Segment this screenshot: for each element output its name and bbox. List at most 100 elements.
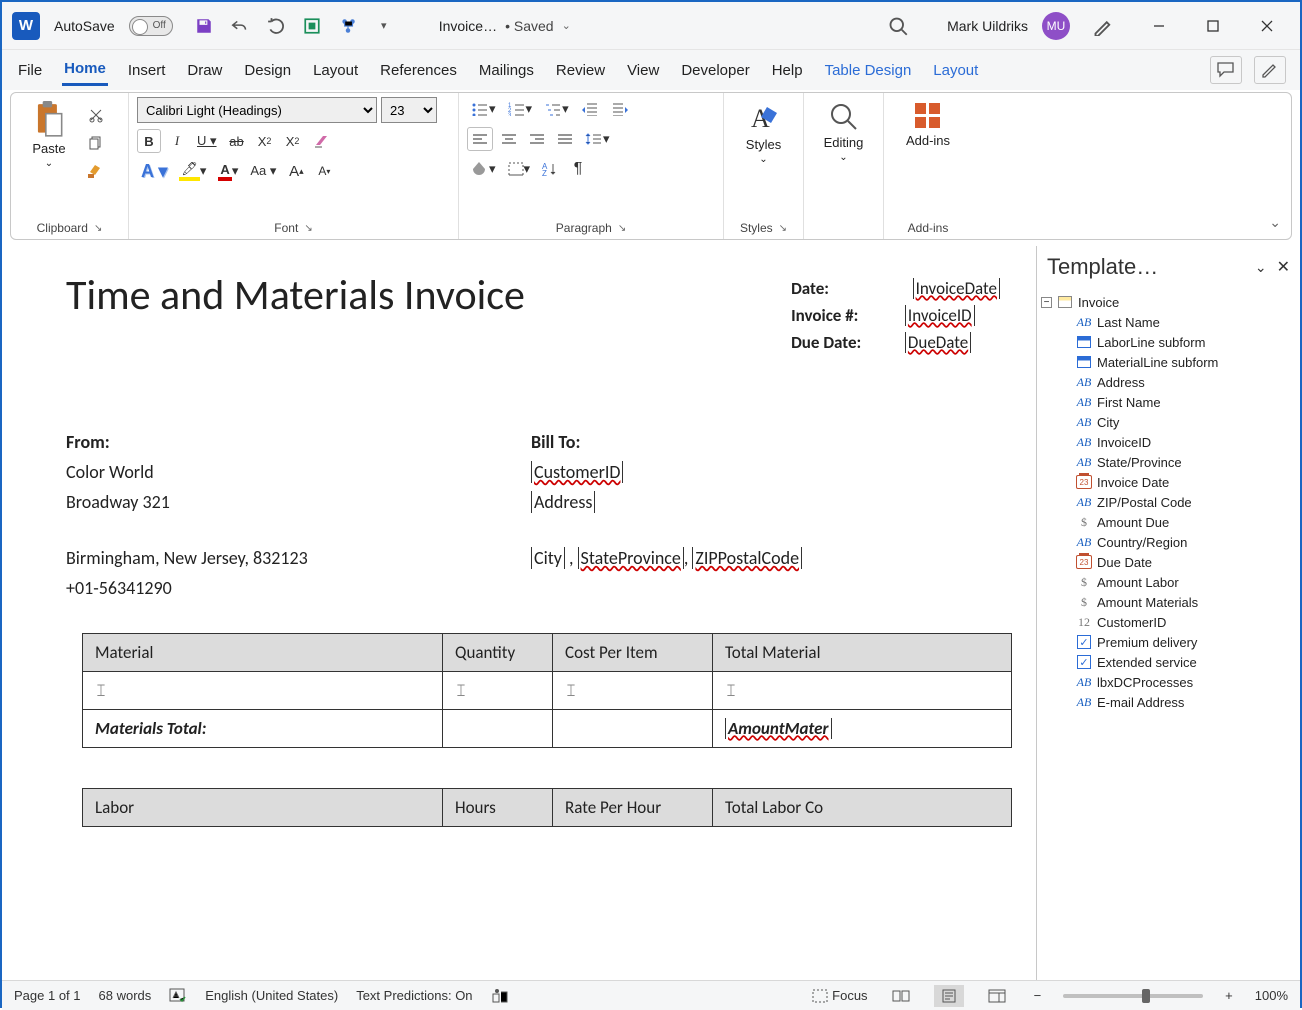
format-painter-icon[interactable] (83, 159, 109, 183)
print-layout-icon[interactable] (934, 985, 964, 1007)
customerid-placeholder[interactable]: CustomerID (531, 461, 623, 483)
cut-icon[interactable] (84, 103, 108, 127)
tab-help[interactable]: Help (770, 56, 805, 85)
table-row[interactable]: 𝙸𝙸𝙸𝙸 (83, 672, 1012, 710)
editing-mode-icon[interactable] (1254, 56, 1286, 84)
font-launcher-icon[interactable]: ↘ (304, 223, 312, 234)
tree-field[interactable]: ABAddress (1041, 372, 1294, 392)
doc-dropdown-icon[interactable]: ⌄ (562, 19, 571, 32)
qat-more-icon[interactable]: ▾ (373, 15, 395, 37)
status-words[interactable]: 68 words (99, 988, 152, 1003)
save-icon[interactable] (193, 15, 215, 37)
zip-placeholder[interactable]: ZIPPostalCode (692, 547, 802, 569)
align-right-icon[interactable] (525, 127, 549, 151)
amount-materials-placeholder[interactable]: AmountMater (725, 718, 832, 739)
tab-file[interactable]: File (16, 56, 44, 85)
user-name[interactable]: Mark Uildriks (947, 18, 1028, 34)
text-effects-button[interactable]: A ▾ (137, 159, 171, 183)
zoom-in-icon[interactable]: + (1221, 988, 1237, 1003)
italic-button[interactable]: I (165, 129, 189, 153)
pen-icon[interactable] (1092, 15, 1114, 37)
qat-icon-2[interactable] (337, 15, 359, 37)
tree-field[interactable]: $Amount Due (1041, 512, 1294, 532)
zoom-out-icon[interactable]: − (1030, 988, 1046, 1003)
underline-button[interactable]: U ▾ (193, 129, 221, 153)
decrease-indent-icon[interactable] (577, 97, 603, 121)
strikethrough-button[interactable]: ab (225, 129, 249, 153)
change-case-button[interactable]: Aa ▾ (246, 159, 280, 183)
align-left-icon[interactable] (467, 127, 493, 151)
tab-home[interactable]: Home (62, 54, 108, 86)
redo-icon[interactable] (265, 15, 287, 37)
tree-field[interactable]: ABLast Name (1041, 312, 1294, 332)
tree-field[interactable]: 12CustomerID (1041, 612, 1294, 632)
paragraph-launcher-icon[interactable]: ↘ (618, 223, 626, 234)
paste-button[interactable]: Paste ⌄ (19, 97, 79, 173)
justify-icon[interactable] (553, 127, 577, 151)
tree-field[interactable]: LaborLine subform (1041, 332, 1294, 352)
tree-field[interactable]: ABFirst Name (1041, 392, 1294, 412)
addins-button[interactable]: Add-ins (898, 97, 958, 152)
status-predictions[interactable]: Text Predictions: On (356, 988, 472, 1003)
font-color-button[interactable]: A▾ (214, 159, 242, 183)
date-placeholder[interactable]: InvoiceDate (913, 278, 1000, 299)
line-spacing-button[interactable]: ▾ (581, 127, 614, 151)
editing-button[interactable]: Editing ⌄ (814, 97, 874, 167)
tree-field[interactable]: ABCountry/Region (1041, 532, 1294, 552)
tree-field[interactable]: 23Invoice Date (1041, 472, 1294, 492)
tab-view[interactable]: View (625, 56, 661, 85)
duedate-placeholder[interactable]: DueDate (905, 332, 971, 353)
status-language[interactable]: English (United States) (205, 988, 338, 1003)
tab-layout[interactable]: Layout (311, 56, 360, 85)
tree-field[interactable]: ABZIP/Postal Code (1041, 492, 1294, 512)
state-placeholder[interactable]: StateProvince (578, 547, 684, 569)
bullets-button[interactable]: ▾ (467, 97, 500, 121)
multilevel-button[interactable]: ▾ (540, 97, 573, 121)
close-button[interactable] (1244, 10, 1290, 42)
tree-field[interactable]: ✓Premium delivery (1041, 632, 1294, 652)
shrink-font-icon[interactable]: A▾ (312, 159, 336, 183)
pane-close-icon[interactable]: ✕ (1277, 257, 1290, 277)
font-size-select[interactable]: 23 (381, 97, 437, 123)
read-mode-icon[interactable] (886, 985, 916, 1007)
tab-table-design[interactable]: Table Design (823, 56, 914, 85)
tree-field[interactable]: ABState/Province (1041, 452, 1294, 472)
zoom-value[interactable]: 100% (1255, 988, 1288, 1003)
tree-field[interactable]: $Amount Materials (1041, 592, 1294, 612)
city-placeholder[interactable]: City (531, 547, 565, 569)
pane-dropdown-icon[interactable]: ⌄ (1255, 259, 1267, 276)
tree-field[interactable]: ABE-mail Address (1041, 692, 1294, 712)
focus-button[interactable]: Focus (812, 988, 867, 1003)
tab-insert[interactable]: Insert (126, 56, 168, 85)
maximize-button[interactable] (1190, 10, 1236, 42)
copy-icon[interactable] (84, 131, 108, 155)
clear-formatting-icon[interactable] (309, 129, 335, 153)
tree-field[interactable]: $Amount Labor (1041, 572, 1294, 592)
styles-button[interactable]: A Styles ⌄ (734, 97, 794, 169)
tree-field[interactable]: MaterialLine subform (1041, 352, 1294, 372)
expand-icon[interactable]: − (1041, 297, 1052, 308)
borders-button[interactable]: ▾ (504, 157, 535, 181)
tab-design[interactable]: Design (242, 56, 293, 85)
comments-icon[interactable] (1210, 56, 1242, 84)
styles-launcher-icon[interactable]: ↘ (779, 223, 787, 234)
tree-field[interactable]: ABInvoiceID (1041, 432, 1294, 452)
tab-review[interactable]: Review (554, 56, 607, 85)
avatar[interactable]: MU (1042, 12, 1070, 40)
spellcheck-icon[interactable] (169, 988, 187, 1004)
tree-field[interactable]: ABlbxDCProcesses (1041, 672, 1294, 692)
sort-icon[interactable]: AZ (538, 157, 562, 181)
tree-field[interactable]: 23Due Date (1041, 552, 1294, 572)
highlight-button[interactable]: 🖊▾ (175, 159, 210, 183)
qat-icon-1[interactable] (301, 15, 323, 37)
zoom-slider[interactable] (1063, 994, 1203, 998)
superscript-button[interactable]: X2 (281, 129, 305, 153)
web-layout-icon[interactable] (982, 985, 1012, 1007)
tree-root[interactable]: − Invoice (1041, 292, 1294, 312)
tree-field[interactable]: ABCity (1041, 412, 1294, 432)
tab-layout-contextual[interactable]: Layout (931, 56, 980, 85)
document-area[interactable]: ✥ Date: InvoiceDate Invoice #: InvoiceID… (2, 246, 1036, 980)
increase-indent-icon[interactable] (607, 97, 633, 121)
search-icon[interactable] (887, 15, 909, 37)
undo-icon[interactable] (229, 15, 251, 37)
